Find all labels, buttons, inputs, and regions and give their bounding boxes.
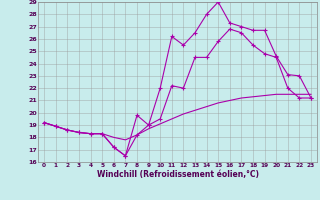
X-axis label: Windchill (Refroidissement éolien,°C): Windchill (Refroidissement éolien,°C) [97, 170, 259, 179]
